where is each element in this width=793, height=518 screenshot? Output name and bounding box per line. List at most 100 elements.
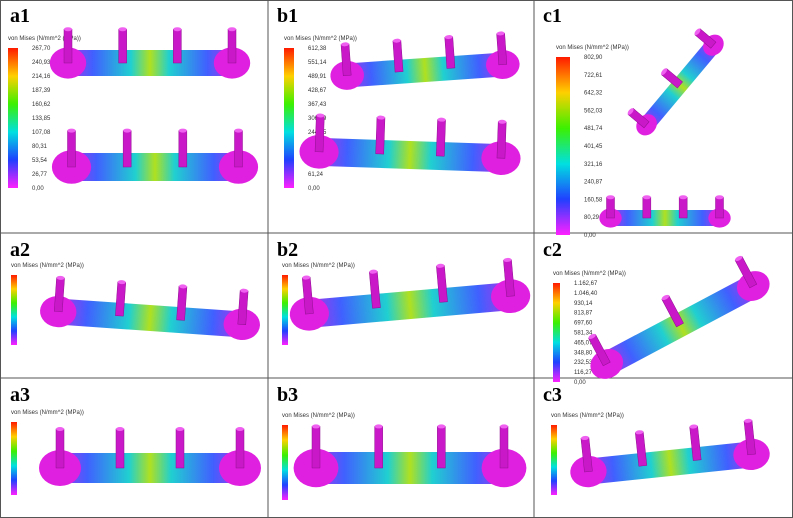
panel-label: c1: [543, 5, 562, 27]
colorbar-tick-label: 232,53: [574, 360, 593, 366]
colorbar-tick-label: 581,34: [574, 331, 593, 337]
screw-head: [56, 275, 65, 280]
screw: [437, 426, 446, 469]
legend-title: von Mises (N/mm^2 (MPa)): [282, 413, 355, 419]
screw-head: [374, 424, 383, 429]
colorbar-tick-label: 722,61: [584, 73, 603, 79]
screw: [499, 426, 509, 469]
bone-plate: [627, 28, 724, 136]
colorbar-tick-label: 0,00: [574, 380, 586, 386]
colorbar-tick-label: 53,54: [32, 158, 48, 164]
colorbar-tick-label: 116,27: [574, 370, 593, 376]
plate-body: [57, 153, 253, 181]
colorbar-tick-label: 802,90: [584, 55, 603, 61]
screw-head: [635, 430, 644, 435]
screw-head: [606, 195, 615, 200]
plate-body: [602, 210, 728, 226]
colorbar-tick-label: 321,16: [584, 162, 603, 168]
panel-label: a3: [10, 384, 30, 406]
colorbar-tick-label: 0,00: [584, 233, 596, 239]
colorbar-tick-label: 1.046,40: [574, 291, 598, 297]
panel-label: c2: [543, 239, 562, 261]
legend-title: von Mises (N/mm^2 (MPa)): [553, 271, 626, 277]
screw-head: [580, 435, 589, 440]
screw-head: [228, 27, 236, 32]
colorbar-tick-label: 0,00: [32, 186, 44, 192]
colorbar-tick-label: 267,70: [32, 46, 51, 52]
screw-head: [661, 294, 670, 301]
colorbar: [556, 57, 570, 235]
screw-head: [503, 257, 512, 262]
bone-plate: [330, 31, 520, 90]
colorbar-tick-label: 401,45: [584, 144, 603, 150]
bone-plate: [289, 257, 531, 331]
colorbar-tick-label: 1.162,67: [574, 281, 598, 287]
screw-head: [117, 280, 126, 285]
screw-head: [437, 117, 446, 122]
screw-head: [694, 28, 701, 36]
screw-head: [437, 424, 446, 429]
colorbar-tick-label: 481,74: [584, 126, 603, 132]
screw-head: [316, 113, 325, 118]
screw-head: [173, 27, 182, 32]
screw: [311, 426, 321, 469]
screw-head: [240, 288, 249, 293]
colorbar-tick-label: 26,77: [32, 172, 48, 178]
screw: [118, 28, 127, 64]
screw-head: [341, 42, 350, 47]
bone-plate: [599, 195, 731, 228]
screw: [122, 130, 132, 168]
colorbar-tick-label: 160,62: [32, 102, 51, 108]
screw-head: [67, 128, 76, 133]
legend-title: von Mises (N/mm^2 (MPa)): [11, 263, 84, 269]
colorbar-tick-label: 465,07: [574, 340, 593, 346]
screw-head: [627, 108, 634, 115]
screw: [606, 196, 615, 219]
screw-head: [176, 427, 184, 431]
panel-label: a2: [10, 239, 30, 261]
bone-plate: [293, 424, 527, 488]
screw-head: [496, 31, 505, 36]
screw-head: [500, 424, 508, 429]
legend-title: von Mises (N/mm^2 (MPa)): [284, 36, 357, 42]
legend-title: von Mises (N/mm^2 (MPa)): [11, 410, 84, 416]
colorbar-tick-label: 562,03: [584, 108, 603, 114]
plate-body: [575, 441, 765, 485]
plate-body: [295, 282, 525, 328]
plate-body: [45, 298, 255, 338]
colorbar-tick-label: 428,67: [308, 88, 327, 94]
colorbar: [551, 425, 557, 495]
colorbar: [11, 422, 17, 495]
colorbar-tick-label: 612,38: [308, 46, 327, 52]
panel-label: b3: [277, 384, 298, 406]
colorbar-tick-label: 930,14: [574, 301, 593, 307]
screw-head: [661, 68, 668, 75]
screw-head: [679, 195, 688, 200]
screw: [173, 28, 182, 64]
plate-body: [305, 137, 515, 173]
legend-title: von Mises (N/mm^2 (MPa)): [551, 413, 624, 419]
screw: [678, 196, 688, 219]
screw: [374, 426, 383, 469]
screw: [67, 130, 76, 168]
screw-head: [444, 35, 453, 40]
colorbar-tick-label: 160,58: [584, 197, 603, 203]
legend-title: von Mises (N/mm^2 (MPa)): [8, 36, 81, 42]
plate-body: [335, 52, 515, 88]
legend-title: von Mises (N/mm^2 (MPa)): [282, 263, 355, 269]
screw: [436, 119, 446, 157]
screw-head: [234, 128, 243, 133]
colorbar-tick-label: 214,16: [32, 74, 51, 80]
screw-head: [734, 255, 743, 262]
bone-plate: [51, 128, 259, 184]
screw: [227, 28, 237, 64]
plate-body: [45, 453, 255, 483]
colorbar: [284, 48, 294, 188]
screw-head: [123, 128, 132, 133]
screw-head: [689, 424, 698, 429]
screw-head: [369, 269, 378, 274]
colorbar: [553, 283, 560, 382]
plate-body: [300, 452, 520, 484]
